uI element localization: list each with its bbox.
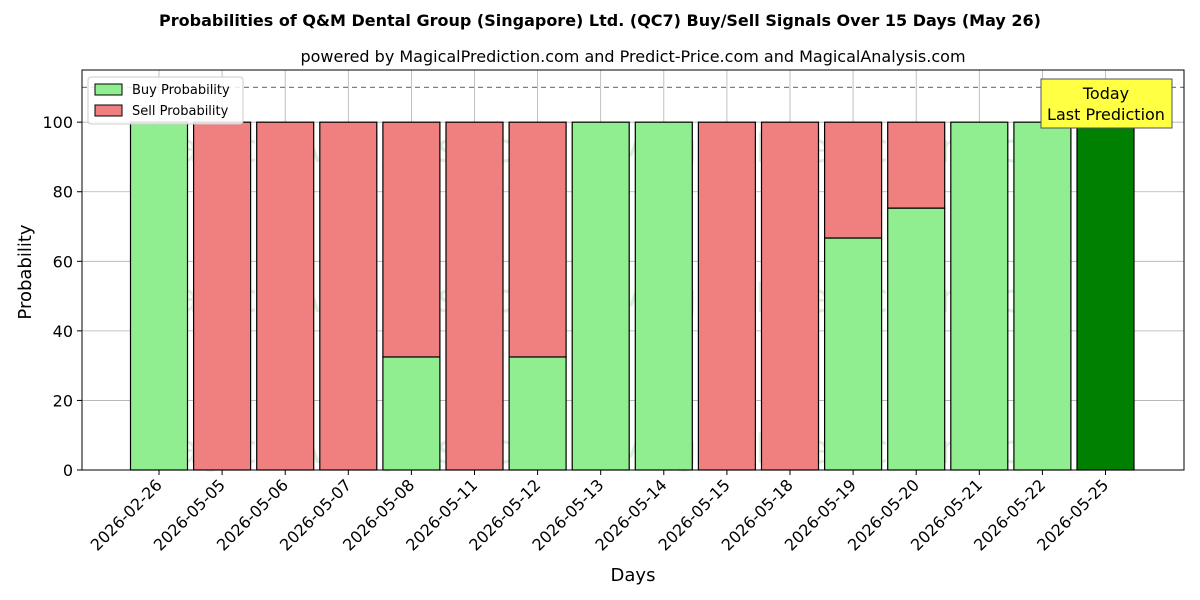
bar-buy xyxy=(1076,121,1135,471)
bar-buy xyxy=(508,356,567,471)
x-axis-ticks: 2026-02-262026-05-052026-05-062026-05-07… xyxy=(87,470,1112,555)
y-tick-label: 60 xyxy=(53,252,73,271)
annotation-text: Today xyxy=(1082,84,1129,103)
bar-sell xyxy=(887,121,946,209)
bars xyxy=(129,121,1135,471)
bar-sell xyxy=(256,121,315,471)
legend: Buy Probability Sell Probability xyxy=(87,76,244,125)
legend-swatch xyxy=(94,83,123,96)
bar-sell xyxy=(823,121,883,239)
annotation-text: Last Prediction xyxy=(1047,105,1165,124)
bar-sell xyxy=(193,121,252,471)
bar-buy xyxy=(571,121,630,471)
bar-buy xyxy=(1013,121,1072,471)
y-tick-label: 100 xyxy=(42,113,73,132)
legend-label: Sell Probability xyxy=(132,104,229,119)
bar-sell xyxy=(697,121,757,471)
legend-label: Buy Probability xyxy=(132,83,230,98)
bar-sell xyxy=(760,121,820,471)
legend-box xyxy=(87,76,244,125)
bar-buy xyxy=(823,237,883,471)
bar-sell xyxy=(319,121,378,471)
chart-title: Probabilities of Q&M Dental Group (Singa… xyxy=(159,11,1041,30)
y-tick-label: 80 xyxy=(53,183,73,202)
annotation-box xyxy=(1040,78,1173,129)
y-axis-ticks: 0 20 40 60 80 100 xyxy=(42,113,82,480)
chart-subtitle: powered by MagicalPrediction.com and Pre… xyxy=(300,47,965,66)
bar-sell xyxy=(445,121,504,471)
bar-sell xyxy=(382,121,441,358)
bar-buy xyxy=(382,356,441,471)
today-annotation: Today Last Prediction xyxy=(1040,78,1173,129)
plot-frame xyxy=(81,69,1185,471)
bar-buy xyxy=(950,121,1009,471)
bar-sell xyxy=(508,121,567,358)
legend-swatch xyxy=(94,104,123,117)
bar-buy xyxy=(887,207,946,471)
x-axis-label: Days xyxy=(611,565,656,586)
y-tick-label: 20 xyxy=(53,391,73,410)
y-axis-label: Probability xyxy=(15,224,36,319)
y-tick-label: 0 xyxy=(63,461,73,480)
bar-buy xyxy=(129,121,189,471)
bar-buy xyxy=(634,121,693,471)
y-tick-label: 40 xyxy=(53,322,73,341)
